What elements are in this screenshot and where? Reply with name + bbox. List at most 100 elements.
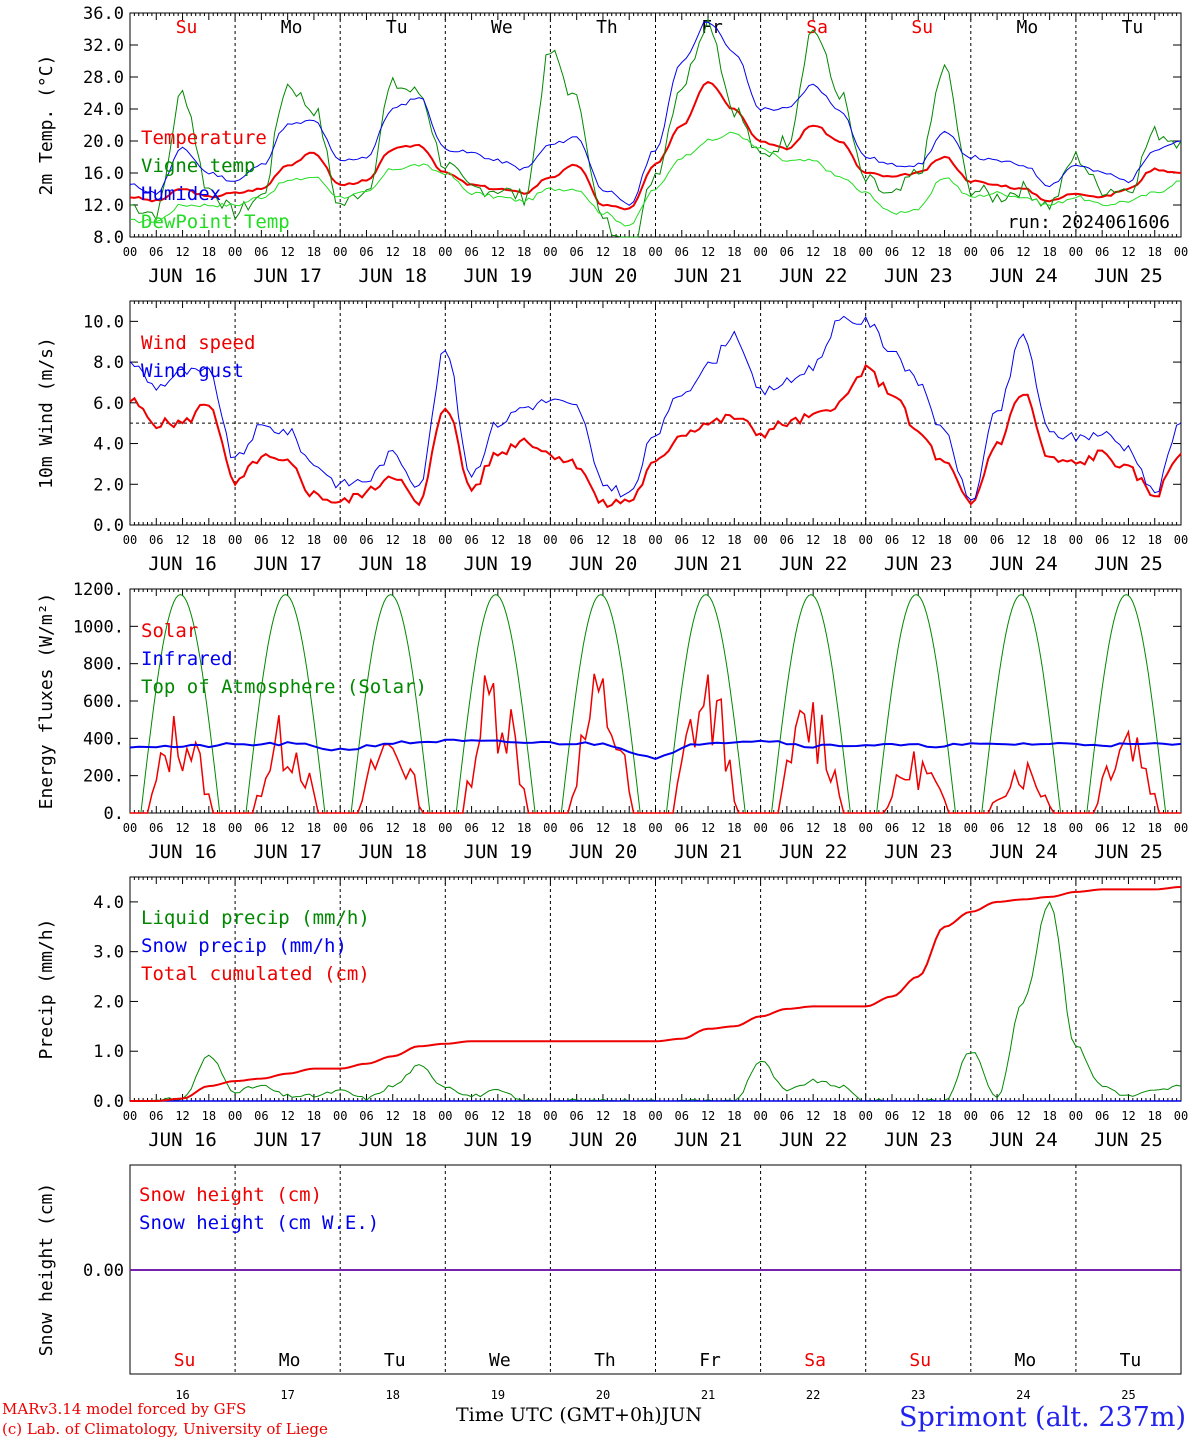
- y-tick-label: 6.0: [93, 394, 124, 414]
- hour-tick-label: 00: [648, 821, 662, 835]
- date-number-label: 20: [596, 1388, 610, 1402]
- hour-tick-label: 00: [123, 533, 137, 547]
- hour-tick-label: 00: [858, 245, 872, 259]
- legend-entry: Wind gust: [141, 360, 244, 382]
- hour-tick-label: 00: [648, 533, 662, 547]
- hour-tick-label: 18: [1042, 245, 1056, 259]
- date-number-label: 16: [175, 1388, 189, 1402]
- weekday-label-bottom: Su: [174, 1350, 196, 1371]
- hour-tick-label: 18: [1147, 1109, 1161, 1123]
- hour-tick-label: 06: [675, 533, 689, 547]
- date-label: JUN 21: [674, 553, 743, 575]
- hour-tick-label: 18: [937, 1109, 951, 1123]
- y-tick-label: 3.0: [93, 943, 124, 963]
- hour-tick-label: 12: [701, 533, 715, 547]
- legend-entry: Snow height (cm W.E.): [139, 1212, 379, 1234]
- hour-tick-label: 18: [832, 533, 846, 547]
- hour-tick-label: 06: [675, 821, 689, 835]
- date-label: JUN 22: [779, 1129, 848, 1151]
- hour-tick-label: 18: [622, 245, 636, 259]
- hour-tick-label: 18: [1042, 1109, 1056, 1123]
- hour-tick-label: 06: [885, 533, 899, 547]
- hour-tick-label: 12: [491, 245, 505, 259]
- hour-tick-label: 06: [569, 533, 583, 547]
- date-label: JUN 23: [884, 265, 953, 287]
- hour-tick-label: 18: [727, 245, 741, 259]
- series-line-dewpoint-temp: [129, 131, 1182, 227]
- weekday-label: Sa: [806, 17, 828, 38]
- hour-tick-label: 00: [753, 821, 767, 835]
- hour-tick-label: 06: [254, 533, 268, 547]
- date-label: JUN 18: [358, 553, 427, 575]
- hour-tick-label: 18: [307, 245, 321, 259]
- hour-tick-label: 00: [333, 1109, 347, 1123]
- hour-tick-label: 18: [517, 821, 531, 835]
- hour-tick-label: 18: [937, 821, 951, 835]
- footer-axis-title: Time UTC (GMT+0h)JUN: [456, 1404, 702, 1426]
- hour-tick-label: 18: [517, 245, 531, 259]
- hour-tick-label: 18: [727, 533, 741, 547]
- weekday-label: Mo: [281, 17, 303, 38]
- hour-tick-label: 00: [858, 821, 872, 835]
- hour-tick-label: 12: [491, 1109, 505, 1123]
- y-tick-label: 1200.: [73, 580, 124, 600]
- y-tick-label: 36.0: [83, 4, 124, 24]
- hour-tick-label: 06: [359, 821, 373, 835]
- date-label: JUN 24: [989, 1129, 1058, 1151]
- hour-tick-label: 12: [701, 1109, 715, 1123]
- y-tick-label: 1000.: [73, 617, 124, 637]
- date-label: JUN 20: [569, 1129, 638, 1151]
- hour-tick-label: 00: [1174, 245, 1188, 259]
- date-number-label: 25: [1121, 1388, 1135, 1402]
- hour-tick-label: 18: [1147, 245, 1161, 259]
- hour-tick-label: 18: [832, 821, 846, 835]
- y-tick-label: 400.: [83, 729, 124, 749]
- hour-tick-label: 12: [1121, 245, 1135, 259]
- hour-tick-label: 18: [412, 821, 426, 835]
- panel-frame-0: [129, 12, 1182, 238]
- legend-entry: Snow precip (mm/h): [141, 935, 347, 957]
- y-axis-label: Snow height (cm): [36, 1183, 57, 1356]
- hour-tick-label: 06: [464, 533, 478, 547]
- hour-tick-label: 00: [438, 1109, 452, 1123]
- date-label: JUN 16: [148, 553, 217, 575]
- series-line-wind-gust: [129, 315, 1182, 501]
- hour-tick-label: 18: [1042, 533, 1056, 547]
- series-line-vigne-temp: [129, 17, 1182, 238]
- hour-tick-label: 06: [359, 1109, 373, 1123]
- date-label: JUN 19: [464, 265, 533, 287]
- date-label: JUN 19: [464, 1129, 533, 1151]
- hour-tick-label: 00: [753, 245, 767, 259]
- hour-tick-label: 12: [1121, 533, 1135, 547]
- weekday-label-bottom: We: [489, 1350, 511, 1371]
- date-number-label: 22: [806, 1388, 820, 1402]
- date-label: JUN 22: [779, 841, 848, 863]
- y-tick-label: 24.0: [83, 100, 124, 120]
- hour-tick-label: 12: [596, 245, 610, 259]
- date-label: JUN 17: [253, 265, 322, 287]
- series-line-total-cumulated: [130, 886, 1182, 1102]
- y-tick-label: 0.00: [83, 1261, 124, 1281]
- hour-tick-label: 18: [1042, 821, 1056, 835]
- date-label: JUN 22: [779, 553, 848, 575]
- hour-tick-label: 18: [307, 821, 321, 835]
- y-axis-label: 2m Temp. (°C): [36, 55, 57, 196]
- hour-tick-label: 12: [806, 245, 820, 259]
- weekday-label: Su: [911, 17, 933, 38]
- hour-tick-label: 18: [727, 1109, 741, 1123]
- hour-tick-label: 06: [254, 1109, 268, 1123]
- series-line-infrared: [129, 738, 1182, 760]
- hour-tick-label: 12: [175, 533, 189, 547]
- hour-tick-label: 00: [333, 533, 347, 547]
- hour-tick-label: 18: [202, 821, 216, 835]
- date-number-label: 17: [280, 1388, 294, 1402]
- hour-tick-label: 12: [175, 1109, 189, 1123]
- y-tick-label: 20.0: [83, 132, 124, 152]
- weekday-label-bottom: Mo: [279, 1350, 301, 1371]
- weekday-label-bottom: Tu: [384, 1350, 406, 1371]
- hour-tick-label: 18: [307, 1109, 321, 1123]
- hour-tick-label: 18: [517, 533, 531, 547]
- hour-tick-label: 00: [648, 245, 662, 259]
- date-label: JUN 25: [1094, 841, 1163, 863]
